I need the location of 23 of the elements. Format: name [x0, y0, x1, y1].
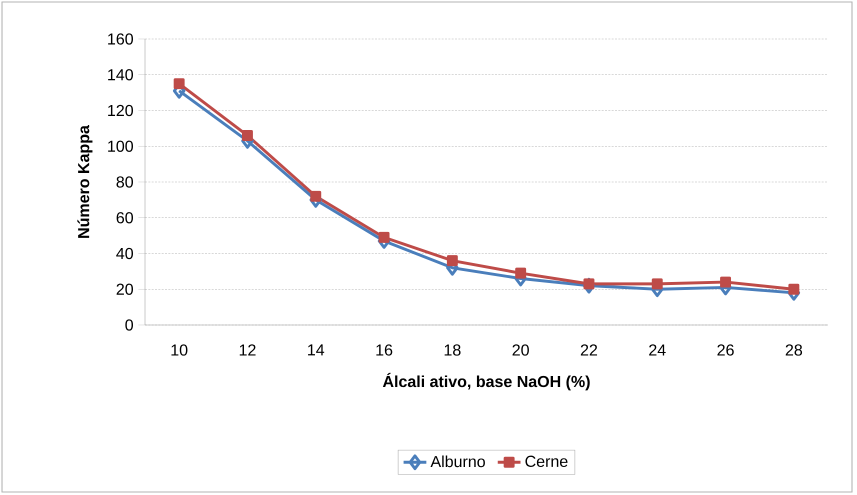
- legend-label: Alburno: [430, 455, 485, 468]
- y-tick-label: 120: [108, 104, 134, 116]
- x-tick-label: 24: [649, 344, 666, 356]
- x-tick-label: 18: [444, 344, 461, 356]
- x-tick-label: 10: [171, 344, 188, 356]
- x-tick-label: 12: [240, 344, 256, 356]
- x-tick-label: 14: [308, 344, 324, 356]
- legend-label: Cerne: [525, 456, 568, 467]
- x-tick-label: 22: [580, 344, 598, 356]
- y-tick-label: 100: [108, 140, 134, 152]
- x-tick-label: 26: [717, 344, 734, 356]
- y-tick-label: 40: [116, 248, 134, 260]
- y-tick-label: 0: [125, 319, 134, 331]
- y-tick-label: 140: [108, 69, 134, 80]
- y-tick-label: 160: [108, 33, 134, 45]
- x-tick-label: 16: [376, 344, 392, 356]
- y-tick-label: 20: [116, 284, 134, 295]
- x-axis-title: Álcali ativo, base NaOH (%): [382, 372, 590, 390]
- y-tick-label: 60: [116, 212, 134, 224]
- x-tick-label: 20: [512, 344, 529, 356]
- y-axis-title: Número Kappa: [77, 125, 92, 238]
- y-tick-label: 80: [116, 176, 134, 188]
- x-tick-label: 28: [786, 344, 802, 356]
